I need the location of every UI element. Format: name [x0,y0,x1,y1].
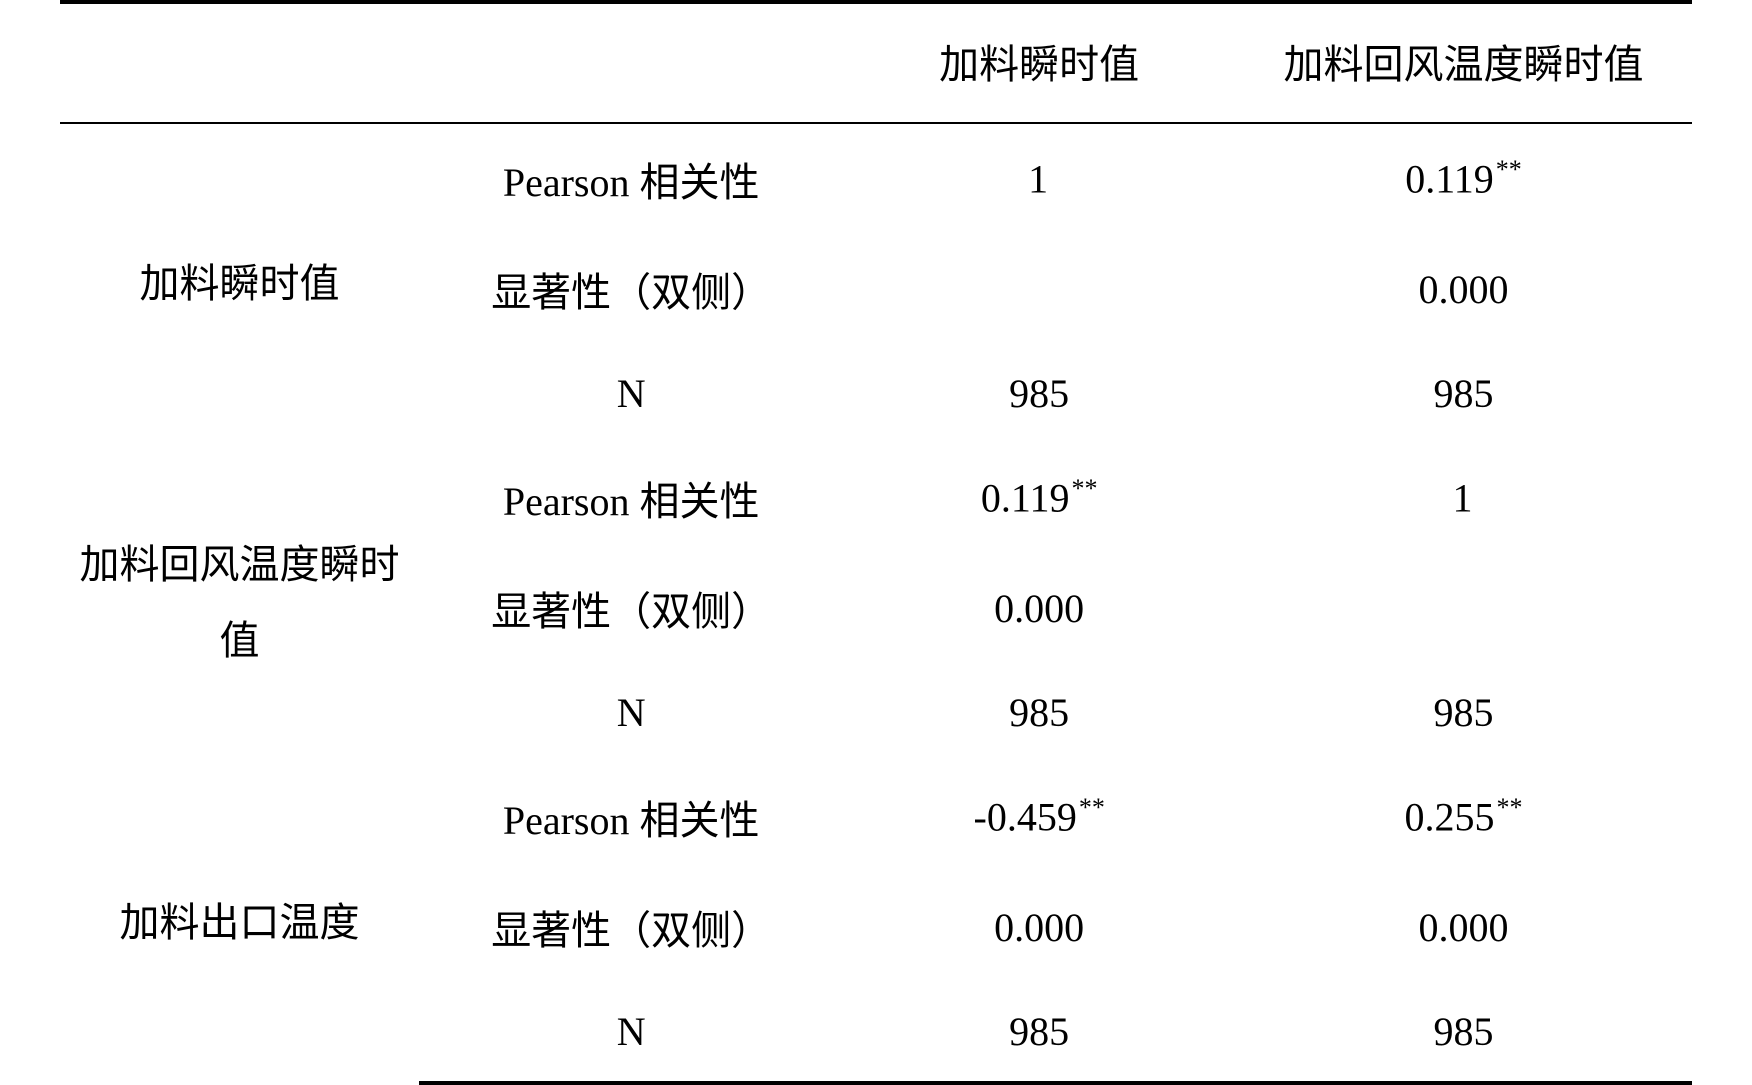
cell-value: 985 [1235,663,1692,762]
cell-value: -0.459** [843,762,1235,872]
value-text: 0.119 [1405,157,1494,202]
sig-stars: ** [1079,793,1105,822]
cell-value: 0.000 [1235,872,1692,982]
cell-value: 0.255** [1235,762,1692,872]
cell-value: 985 [1235,344,1692,443]
table-row: 加料瞬时值 Pearson 相关性 1 0.119** [60,123,1692,234]
correlation-table-container: 加料瞬时值 加料回风温度瞬时值 加料瞬时值 Pearson 相关性 1 0.11… [0,0,1752,1085]
value-text: -0.459 [974,795,1077,840]
cell-value: 985 [843,344,1235,443]
header-blank-1 [60,4,419,123]
stat-label-sig: 显著性（双侧） [419,234,843,344]
sig-stars: ** [1496,155,1522,184]
cell-value [843,234,1235,344]
cell-value: 1 [843,123,1235,234]
stat-label-pearson: Pearson 相关性 [419,443,843,553]
stat-label-n: N [419,982,843,1083]
cell-value: 0.000 [843,553,1235,663]
stat-label-pearson: Pearson 相关性 [419,123,843,234]
cell-value: 0.000 [843,872,1235,982]
stat-label-n: N [419,663,843,762]
table-row: 加料出口温度 Pearson 相关性 -0.459** 0.255** [60,762,1692,872]
header-col-4: 加料回风温度瞬时值 [1235,4,1692,123]
cell-value: 0.119** [843,443,1235,553]
correlation-table: 加料瞬时值 加料回风温度瞬时值 加料瞬时值 Pearson 相关性 1 0.11… [60,0,1692,1085]
row-group-label: 加料回风温度瞬时 值 [60,443,419,762]
stat-label-n: N [419,344,843,443]
value-text: 1 [1028,157,1048,202]
header-col-3: 加料瞬时值 [843,4,1235,123]
value-text: 1 [1453,476,1473,521]
cell-value: 985 [843,982,1235,1083]
cell-value: 985 [843,663,1235,762]
cell-value: 0.000 [1235,234,1692,344]
header-blank-2 [419,4,843,123]
table-row: 加料回风温度瞬时 值 Pearson 相关性 0.119** 1 [60,443,1692,553]
cell-value: 985 [1235,982,1692,1083]
row-group-label: 加料出口温度 [60,762,419,1083]
sig-stars: ** [1071,474,1097,503]
row-group-label-line2: 值 [220,618,260,663]
stat-label-sig: 显著性（双侧） [419,872,843,982]
sig-stars: ** [1497,793,1523,822]
row-group-label: 加料瞬时值 [60,123,419,443]
cell-value: 0.119** [1235,123,1692,234]
value-text: 0.119 [981,476,1070,521]
cell-value [1235,553,1692,663]
cell-value: 1 [1235,443,1692,553]
stat-label-pearson: Pearson 相关性 [419,762,843,872]
row-group-label-line1: 加料回风温度瞬时 [80,542,400,587]
value-text: 0.255 [1405,795,1495,840]
stat-label-sig: 显著性（双侧） [419,553,843,663]
